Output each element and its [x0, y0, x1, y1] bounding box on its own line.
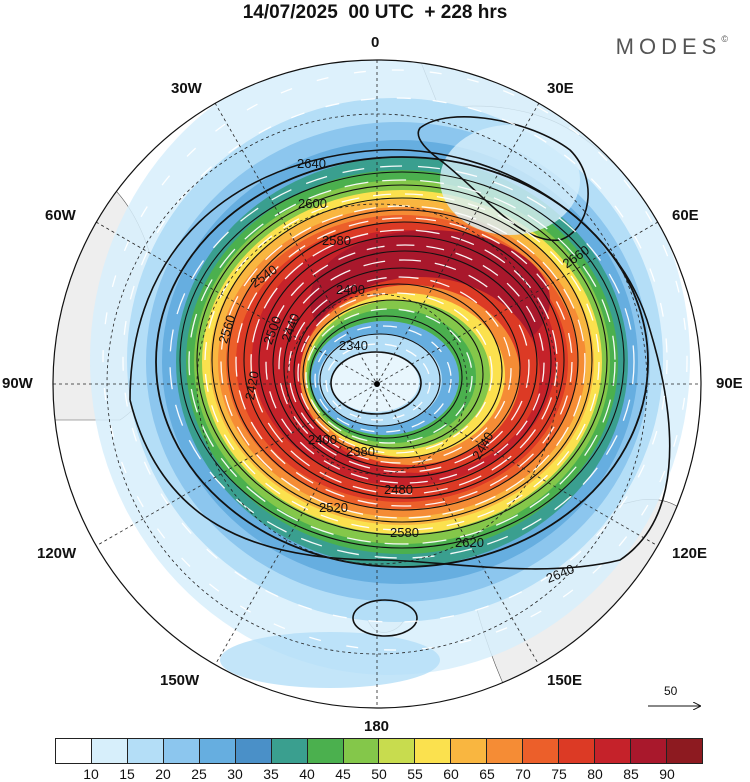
contour-label: 2420 [242, 370, 262, 401]
colorbar-swatch [595, 739, 631, 763]
wind-speed-shading [53, 60, 701, 708]
height-contours [129, 116, 671, 637]
lon-label-30w: 30W [171, 80, 202, 97]
colorbar [55, 738, 703, 764]
lon-label-60e: 60E [672, 207, 699, 224]
colorbar-tick-label: 60 [443, 766, 459, 782]
colorbar-tick-label: 35 [263, 766, 279, 782]
brand-name: MODES [615, 34, 722, 59]
colorbar-tick-label: 45 [335, 766, 351, 782]
colorbar-tick-label: 15 [119, 766, 135, 782]
colorbar-swatch [379, 739, 416, 763]
map-boundary [52, 59, 702, 709]
lon-label-90w: 90W [2, 375, 33, 392]
colorbar-swatch [235, 739, 272, 763]
colorbar-swatch [559, 739, 596, 763]
brand-logo: MODES© [616, 34, 728, 60]
contour-label: 2340 [339, 338, 368, 353]
colorbar-tick-label: 25 [191, 766, 207, 782]
reference-vector-label: 50 [664, 684, 678, 698]
colorbar-swatch [199, 739, 236, 763]
colorbar-tick-label: 90 [659, 766, 675, 782]
colorbar-tick-label: 80 [587, 766, 603, 782]
lon-label-120e: 120E [672, 545, 708, 562]
lon-label-0: 0 [371, 34, 380, 51]
contour-label: 2380 [346, 444, 375, 459]
colorbar-swatch [666, 739, 702, 763]
colorbar-tick-label: 40 [299, 766, 315, 782]
colorbar-tick-label: 55 [407, 766, 423, 782]
contour-label: 2520 [319, 500, 348, 515]
lon-label-150w: 150W [160, 672, 200, 689]
lon-label-120w: 120W [37, 545, 77, 562]
polar-map: 2640 2600 2580 2540 2560 2500 2440 2400 … [52, 59, 702, 735]
lon-label-180: 180 [364, 718, 390, 735]
colorbar-swatch [271, 739, 308, 763]
contour-label: 2400 [336, 282, 365, 297]
colorbar-tick-label: 65 [479, 766, 495, 782]
contour-label: 2620 [455, 535, 484, 550]
colorbar-swatch [343, 739, 380, 763]
wind-streamlines [102, 69, 688, 651]
contour-label: 2480 [384, 482, 413, 497]
contour-label: 2580 [390, 525, 419, 540]
colorbar-swatch [487, 739, 524, 763]
colorbar-swatch [127, 739, 164, 763]
colorbar-tick-label: 75 [551, 766, 567, 782]
contour-label: 2600 [298, 196, 327, 211]
colorbar-ticks: 10 15 20 25 30 35 40 45 50 55 60 65 70 75 80 85 90 [55, 766, 703, 782]
contour-label: 2580 [322, 233, 351, 248]
lon-label-150e: 150E [547, 672, 583, 689]
map-title: 14/07/2025 00 UTC + 228 hrs [242, 2, 508, 23]
colorbar-swatch [91, 739, 128, 763]
colorbar-swatch [451, 739, 488, 763]
lon-label-30e: 30E [547, 80, 574, 97]
contour-label: 2640 [297, 156, 326, 171]
colorbar-swatch [163, 739, 200, 763]
colorbar-swatch [631, 739, 667, 763]
copyright-mark: © [721, 34, 728, 44]
colorbar-tick-label: 30 [227, 766, 243, 782]
colorbar-tick-label: 70 [515, 766, 531, 782]
colorbar-swatch [523, 739, 560, 763]
colorbar-swatch [415, 739, 452, 763]
colorbar-tick-label: 20 [155, 766, 171, 782]
colorbar-swatch [56, 739, 92, 763]
colorbar-tick-label: 85 [623, 766, 639, 782]
colorbar-tick-label: 10 [83, 766, 99, 782]
contour-label: 2400 [308, 432, 337, 447]
lon-label-60w: 60W [45, 207, 76, 224]
lon-label-90e: 90E [716, 375, 743, 392]
colorbar-tick-label: 50 [371, 766, 387, 782]
colorbar-swatch [307, 739, 344, 763]
south-pole-marker [374, 381, 380, 387]
